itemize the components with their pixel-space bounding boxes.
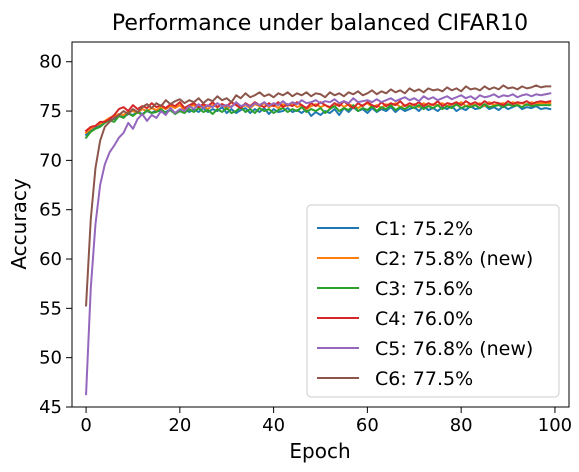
legend-label-1: C1: 75.2% xyxy=(375,218,473,240)
x-tick-label: 40 xyxy=(262,415,285,436)
series-line-4 xyxy=(84,100,552,133)
chart-title: Performance under balanced CIFAR10 xyxy=(112,11,528,36)
y-tick-label: 60 xyxy=(39,249,62,270)
legend-box xyxy=(306,204,560,398)
x-tick-label: 20 xyxy=(168,415,191,436)
series-line-6 xyxy=(85,84,552,307)
series-line-2 xyxy=(84,101,552,135)
legend-label-5: C5: 76.8% (new) xyxy=(375,338,533,360)
legend-label-6: C6: 77.5% xyxy=(375,368,473,390)
y-tick-label: 80 xyxy=(39,52,62,73)
series-line-3 xyxy=(84,103,552,140)
y-tick-label: 50 xyxy=(39,348,62,369)
y-tick-label: 45 xyxy=(39,397,62,418)
x-tick-label: 60 xyxy=(356,415,379,436)
legend-label-3: C3: 75.6% xyxy=(375,278,473,300)
x-tick-label: 80 xyxy=(450,415,473,436)
series-line-5 xyxy=(85,92,552,396)
y-tick-label: 70 xyxy=(39,150,62,171)
y-tick-label: 75 xyxy=(39,101,62,122)
x-tick-label: 100 xyxy=(538,415,572,436)
legend-label-4: C4: 76.0% xyxy=(375,308,473,330)
legend-label-2: C2: 75.8% (new) xyxy=(375,248,533,270)
x-axis-ticks: 0 20 40 60 80 100 xyxy=(80,407,572,436)
legend: C1: 75.2% C2: 75.8% (new) C3: 75.6% C4: 76.… xyxy=(306,204,560,398)
x-axis-label: Epoch xyxy=(289,439,350,463)
y-tick-label: 55 xyxy=(39,298,62,319)
y-axis-ticks: 45 50 55 60 65 70 75 80 xyxy=(39,52,72,418)
x-tick-label: 0 xyxy=(80,415,91,436)
y-tick-label: 65 xyxy=(39,200,62,221)
series-layer xyxy=(84,84,552,396)
y-axis-label: Accuracy xyxy=(7,178,31,269)
plot-frame xyxy=(71,41,570,408)
